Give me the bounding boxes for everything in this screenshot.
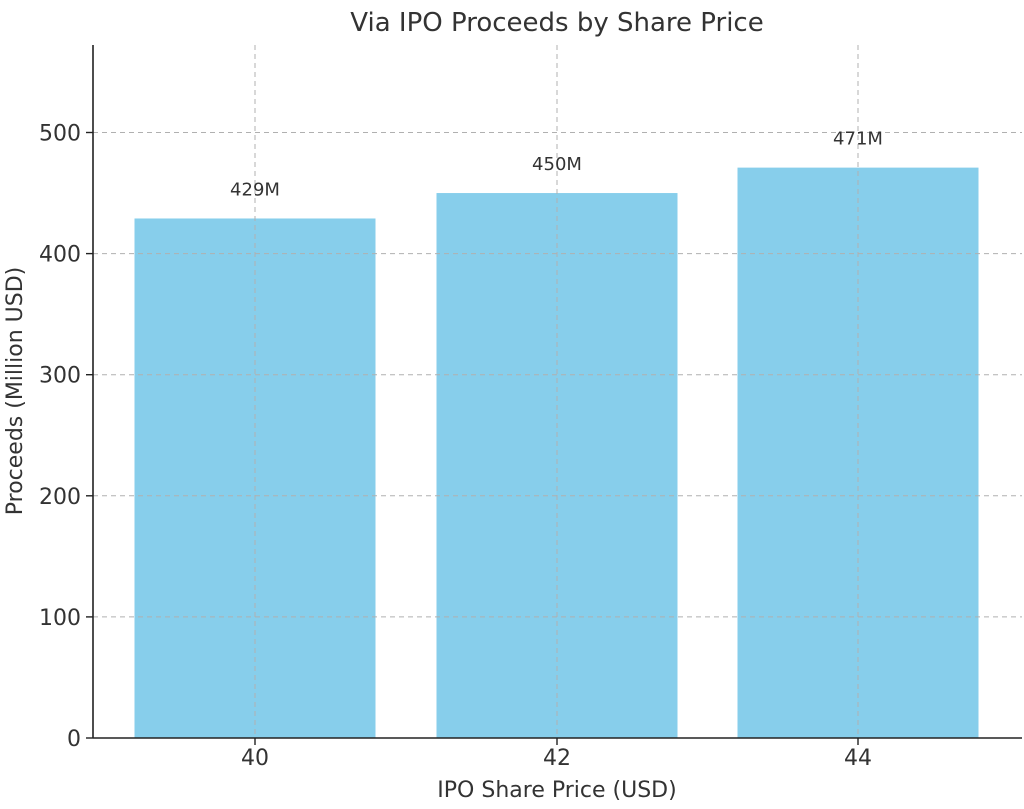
y-tick-label: 300 (39, 364, 81, 389)
y-tick-label: 500 (39, 122, 81, 147)
bars (134, 167, 979, 739)
x-tick-label: 40 (241, 746, 269, 771)
data-labels: 429M 450M 471M (230, 129, 883, 201)
y-tick-label: 0 (67, 727, 81, 752)
y-tick-label: 400 (39, 243, 81, 268)
x-tick-label: 42 (543, 746, 571, 771)
x-tick-label: 44 (844, 746, 872, 771)
x-axis-label: IPO Share Price (USD) (437, 778, 676, 803)
data-label: 429M (230, 179, 280, 200)
y-tick-label: 200 (39, 485, 81, 510)
ticks: 0 100 200 300 400 500 40 42 44 (39, 122, 872, 772)
y-axis-label: Proceeds (Million USD) (3, 267, 28, 516)
y-tick-label: 100 (39, 606, 81, 631)
data-label: 450M (532, 154, 582, 175)
data-label: 471M (833, 129, 883, 150)
chart-title: Via IPO Proceeds by Share Price (350, 8, 763, 38)
grid-lines (93, 45, 1022, 738)
